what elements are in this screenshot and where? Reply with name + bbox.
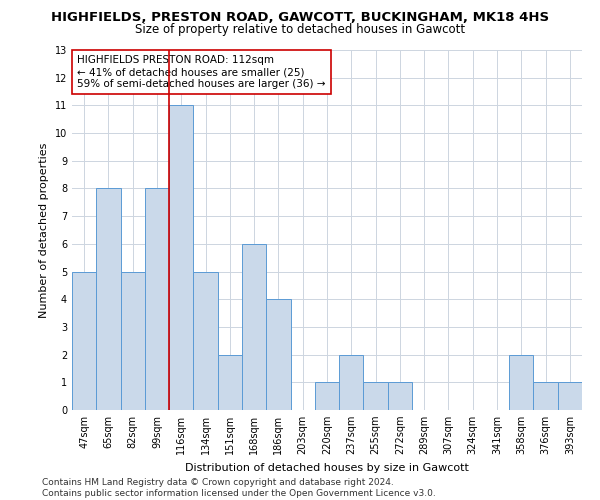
Bar (72, 272, 96, 410)
Bar (96, 188, 121, 410)
X-axis label: Distribution of detached houses by size in Gawcott: Distribution of detached houses by size … (185, 462, 469, 472)
Bar (193, 272, 218, 410)
Y-axis label: Number of detached properties: Number of detached properties (39, 142, 49, 318)
Bar (121, 272, 145, 410)
Bar (364, 382, 388, 410)
Bar (509, 354, 533, 410)
Bar (242, 244, 266, 410)
Text: HIGHFIELDS, PRESTON ROAD, GAWCOTT, BUCKINGHAM, MK18 4HS: HIGHFIELDS, PRESTON ROAD, GAWCOTT, BUCKI… (51, 11, 549, 24)
Text: HIGHFIELDS PRESTON ROAD: 112sqm
← 41% of detached houses are smaller (25)
59% of: HIGHFIELDS PRESTON ROAD: 112sqm ← 41% of… (77, 56, 326, 88)
Bar (533, 382, 558, 410)
Bar (388, 382, 412, 410)
Bar (558, 382, 582, 410)
Text: Size of property relative to detached houses in Gawcott: Size of property relative to detached ho… (135, 22, 465, 36)
Bar (266, 299, 290, 410)
Bar (169, 106, 193, 410)
Text: Contains HM Land Registry data © Crown copyright and database right 2024.
Contai: Contains HM Land Registry data © Crown c… (42, 478, 436, 498)
Bar (339, 354, 364, 410)
Bar (218, 354, 242, 410)
Bar (145, 188, 169, 410)
Bar (315, 382, 339, 410)
